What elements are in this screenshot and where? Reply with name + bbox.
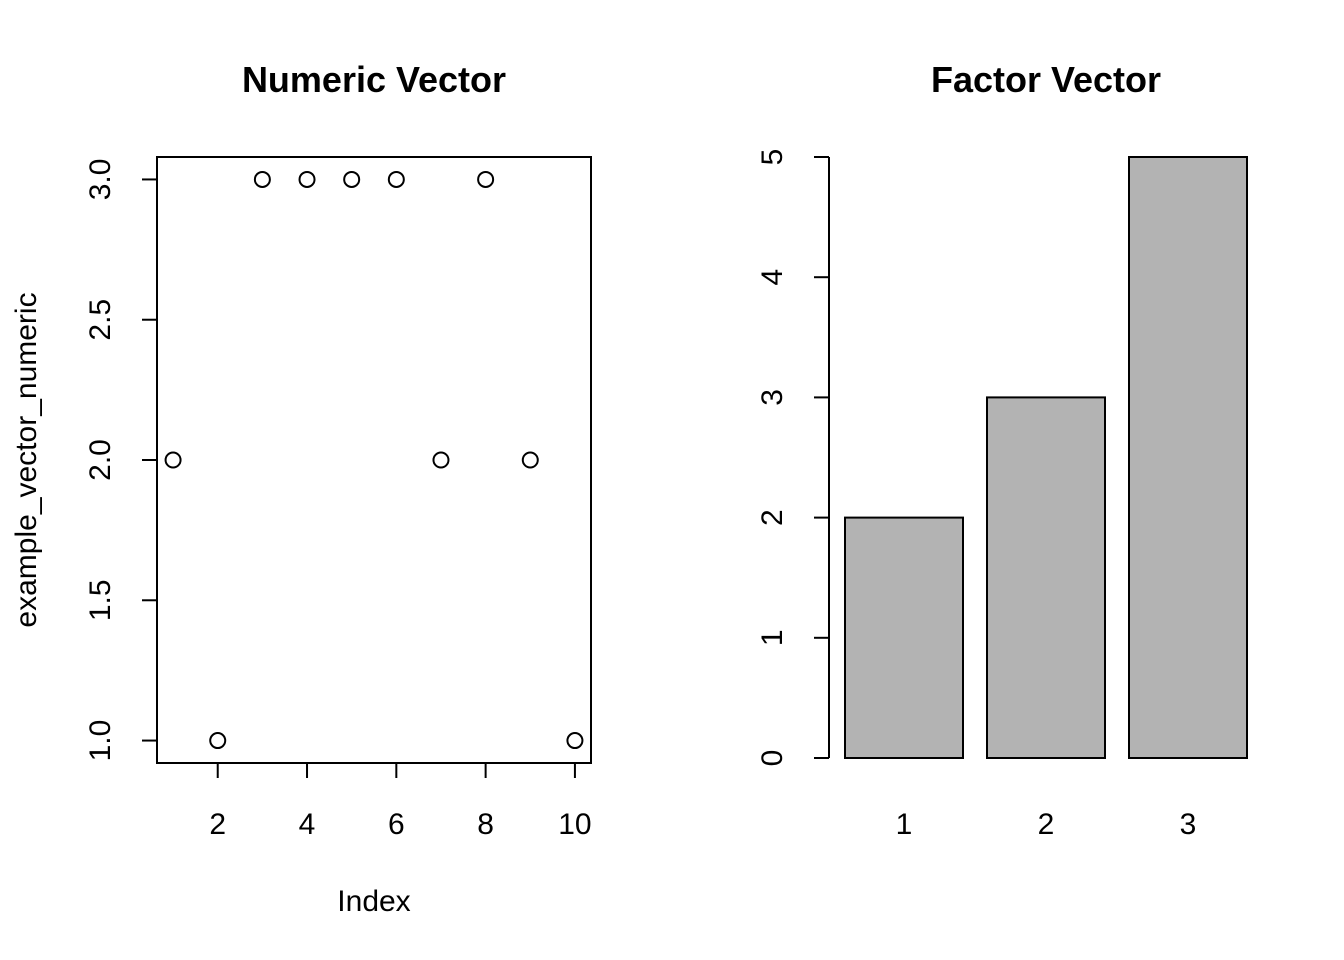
scatter-x-tick-label: 6: [388, 808, 405, 841]
scatter-y-axis: 1.0 1.5 2.0 2.5 3.0: [84, 159, 157, 762]
bar-y-tick-label: 1: [756, 629, 789, 646]
scatter-points: [164, 170, 584, 750]
scatter-y-tick-label: 2.5: [84, 299, 117, 341]
bar: [986, 396, 1106, 759]
scatter-y-tick-label: 1.0: [84, 720, 117, 762]
scatter-point: [387, 170, 405, 188]
scatter-y-tick-label: 2.0: [84, 439, 117, 481]
bar-bars: [844, 156, 1248, 759]
scatter-point: [209, 732, 227, 750]
bar-y-tick-label: 3: [756, 389, 789, 406]
scatter-point: [253, 170, 271, 188]
scatter-x-tick-label: 4: [299, 808, 316, 841]
scatter-x-tick-label: 8: [477, 808, 494, 841]
scatter-x-tick-label: 2: [209, 808, 226, 841]
bar-panel: Factor Vector 0 1 2 3 4 5 1 2 3: [756, 59, 1248, 841]
scatter-point: [343, 170, 361, 188]
bar: [844, 516, 964, 759]
scatter-point: [566, 732, 584, 750]
scatter-title: Numeric Vector: [242, 59, 506, 100]
scatter-x-axis: 2 4 6 8 10: [209, 763, 592, 841]
bar-y-tick-label: 4: [756, 269, 789, 286]
scatter-x-axis-label: Index: [337, 885, 410, 918]
bar-y-axis: 0 1 2 3 4 5: [756, 149, 830, 767]
bar-title: Factor Vector: [931, 59, 1161, 100]
scatter-plot-box: [156, 156, 592, 764]
bar-x-axis: 1 2 3: [896, 808, 1197, 841]
scatter-y-axis-label: example_vector_numeric: [10, 292, 43, 627]
bar-y-tick-label: 2: [756, 509, 789, 526]
scatter-x-tick-label: 10: [558, 808, 591, 841]
bar-category-label: 2: [1038, 808, 1055, 841]
scatter-point: [298, 170, 316, 188]
scatter-y-tick-label: 1.5: [84, 579, 117, 621]
bar: [1128, 156, 1248, 759]
scatter-point: [477, 170, 495, 188]
scatter-point: [164, 451, 182, 469]
bar-y-tick-label: 0: [756, 750, 789, 767]
bar-category-label: 1: [896, 808, 913, 841]
scatter-point: [432, 451, 450, 469]
scatter-point: [521, 451, 539, 469]
bar-y-tick-label: 5: [756, 149, 789, 166]
scatter-panel: Numeric Vector 2 4 6 8 10 1.0 1.5 2.0 2.5 3.0 In…: [10, 59, 592, 918]
scatter-y-tick-label: 3.0: [84, 159, 117, 201]
bar-category-label: 3: [1180, 808, 1197, 841]
